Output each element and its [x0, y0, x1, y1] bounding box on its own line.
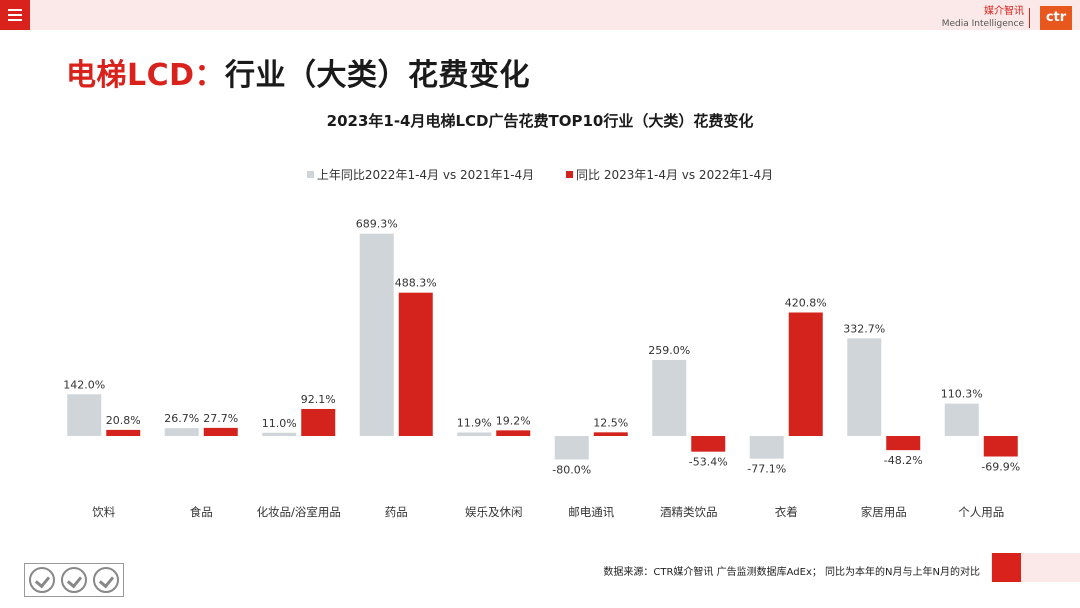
- bar-series-1: [67, 394, 102, 436]
- data-label: 11.9%: [457, 417, 492, 430]
- bar-series-1: [749, 436, 784, 459]
- bar-series-2: [398, 292, 433, 436]
- data-label: 26.7%: [164, 412, 199, 425]
- data-label: -77.1%: [747, 463, 786, 476]
- data-label: 110.3%: [941, 388, 983, 401]
- menu-button[interactable]: [0, 0, 30, 30]
- sgs-badge-icon: [61, 567, 87, 593]
- bar-series-2: [788, 312, 823, 436]
- data-label: 20.8%: [106, 414, 141, 427]
- bar-chart: 142.0% 20.8% 饮料 26.7% 27.7% 食品 11.0% 92.1% 化妆品/浴…: [63, 218, 1020, 519]
- data-label: 12.5%: [593, 416, 628, 429]
- bar-series-2: [983, 436, 1018, 457]
- top-band: [0, 0, 1080, 30]
- category-label: 饮料: [92, 505, 115, 519]
- data-label: -69.9%: [981, 461, 1020, 474]
- bar-series-2: [301, 408, 336, 436]
- category-label: 娱乐及休闲: [465, 505, 523, 519]
- data-label: 27.7%: [203, 412, 238, 425]
- bar-series-1: [164, 428, 199, 436]
- category-label: 衣着: [775, 505, 798, 519]
- menu-icon-line: [8, 19, 22, 21]
- data-source-note: 数据来源：CTR媒介智讯 广告监测数据库AdEx； 同比为本年的N月与上年N月的…: [603, 567, 980, 578]
- category-label: 酒精类饮品: [660, 505, 718, 519]
- chart-title: 2023年1-4月电梯LCD广告花费TOP10行业（大类）花费变化: [326, 112, 754, 130]
- data-label: 332.7%: [843, 322, 885, 335]
- category-label: 药品: [385, 505, 408, 519]
- logo-mark: ctr: [1040, 6, 1072, 30]
- logo-text: 媒介智讯 Media Intelligence: [942, 6, 1024, 30]
- bar-series-2: [106, 429, 141, 436]
- data-label: 11.0%: [262, 417, 297, 430]
- bar-series-1: [359, 233, 394, 436]
- bar-series-1: [262, 432, 297, 436]
- bar-series-1: [944, 403, 979, 436]
- bar-series-2: [886, 436, 921, 451]
- data-label: 142.0%: [63, 378, 105, 391]
- bar-series-1: [457, 432, 492, 436]
- bar-series-2: [691, 436, 726, 452]
- legend-swatch-series-2: [566, 171, 573, 178]
- legend-item-series-1: 上年同比2022年1-4月 vs 2021年1-4月: [306, 166, 535, 183]
- bar-series-1: [847, 338, 882, 436]
- data-label: 19.2%: [496, 414, 531, 427]
- category-label: 家居用品: [861, 505, 907, 519]
- category-label: 邮电通讯: [568, 505, 614, 519]
- sgs-badge-icon: [93, 567, 119, 593]
- menu-icon-line: [8, 14, 22, 16]
- logo-en: Media Intelligence: [941, 19, 1024, 29]
- chart-legend: 上年同比2022年1-4月 vs 2021年1-4月 同比 2023年1-4月 …: [0, 166, 1080, 183]
- menu-icon-line: [8, 9, 22, 11]
- data-label: 259.0%: [648, 344, 690, 357]
- legend-item-series-2: 同比 2023年1-4月 vs 2022年1-4月: [566, 166, 773, 183]
- category-label: 食品: [190, 505, 213, 519]
- certification-badges: [24, 563, 124, 597]
- page-title: 电梯LCD：行业（大类）花费变化: [66, 50, 530, 94]
- category-label: 化妆品/浴室用品: [257, 505, 341, 519]
- data-label: 488.3%: [395, 277, 437, 290]
- footer-red-block: [992, 553, 1021, 582]
- legend-swatch-series-1: [306, 171, 314, 178]
- data-label: 420.8%: [785, 296, 827, 309]
- logo-separator: [1029, 8, 1030, 28]
- legend-label-series-1: 上年同比2022年1-4月 vs 2021年1-4月: [316, 168, 535, 182]
- sgs-badge-icon: [29, 567, 55, 593]
- bar-series-2: [496, 430, 531, 436]
- data-label: -80.0%: [552, 463, 591, 476]
- page-title-main: 行业（大类）花费变化: [225, 58, 531, 93]
- ctr-logo: 媒介智讯 Media Intelligence ctr: [932, 6, 1072, 30]
- bar-series-1: [554, 436, 589, 460]
- category-label: 个人用品: [958, 505, 1004, 519]
- data-label: 92.1%: [301, 393, 336, 406]
- logo-cn: 媒介智讯: [984, 6, 1024, 17]
- bar-series-1: [652, 359, 687, 436]
- data-label: 689.3%: [356, 218, 398, 231]
- data-label: -53.4%: [689, 456, 728, 469]
- page-title-prefix: 电梯LCD：: [66, 58, 226, 93]
- bar-series-2: [593, 432, 628, 436]
- data-label: -48.2%: [884, 454, 923, 467]
- bar-series-2: [203, 427, 238, 436]
- legend-label-series-2: 同比 2023年1-4月 vs 2022年1-4月: [576, 168, 774, 182]
